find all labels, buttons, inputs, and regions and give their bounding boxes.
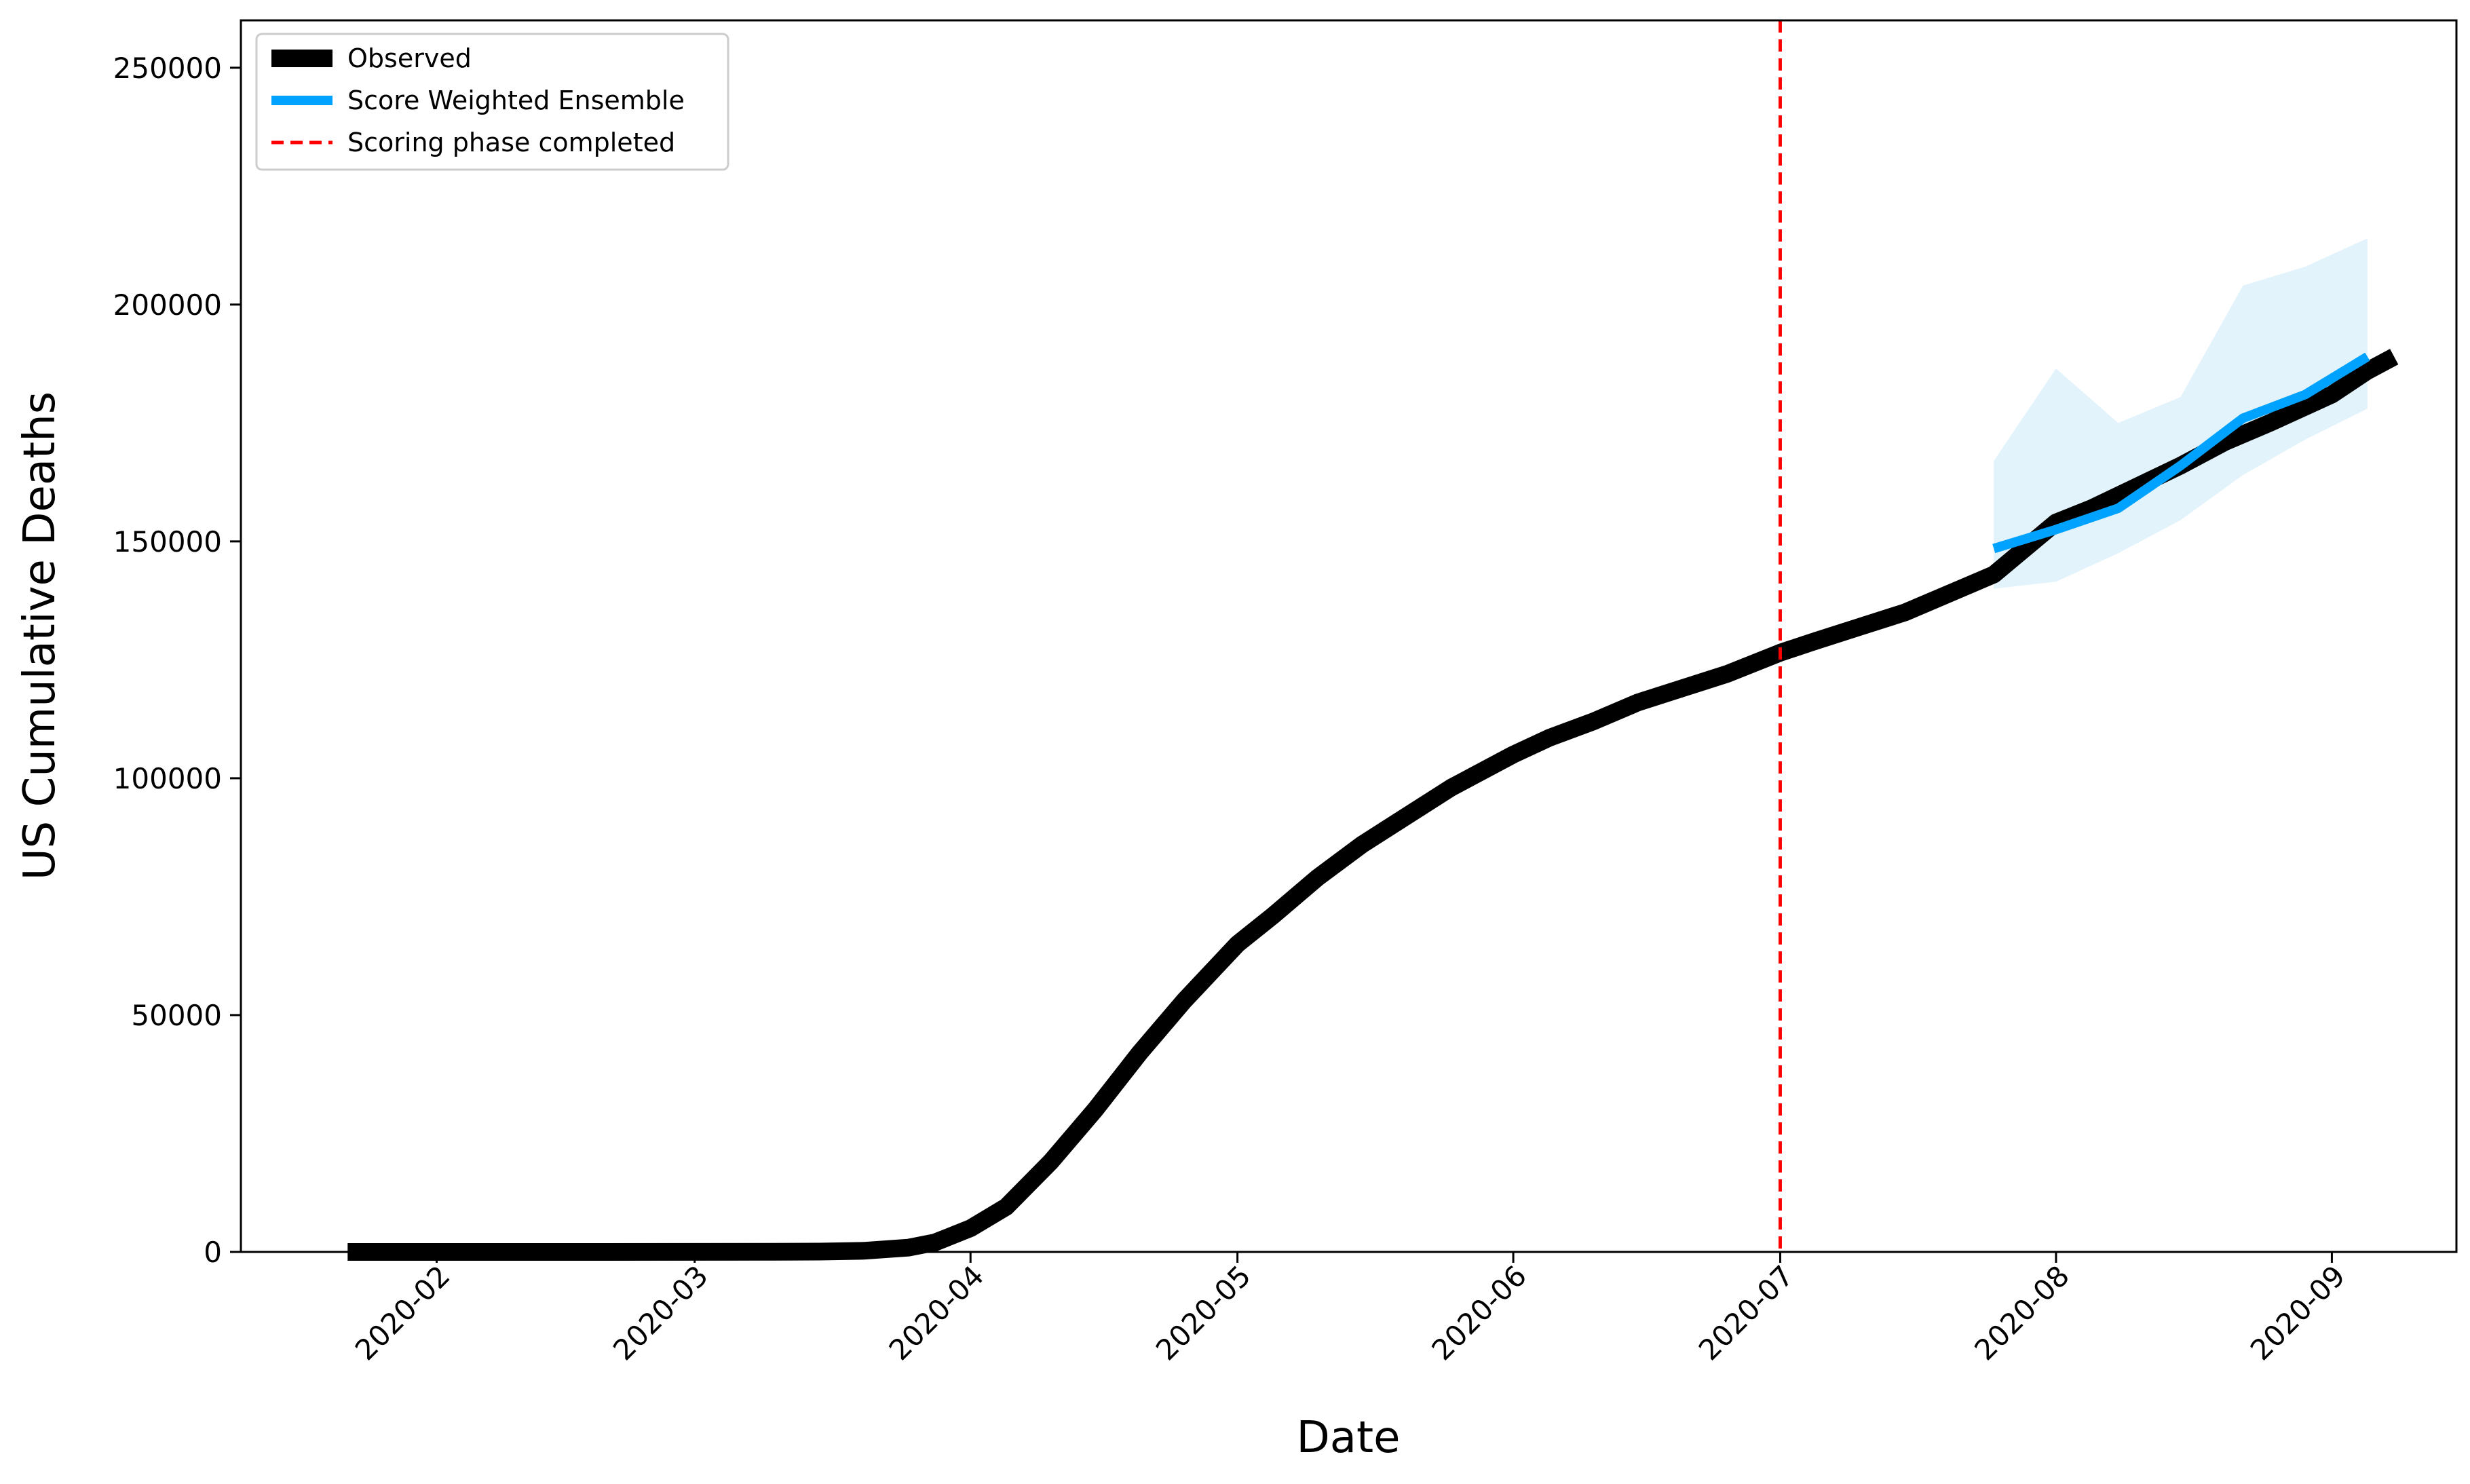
legend-label-ensemble: Score Weighted Ensemble <box>347 85 685 115</box>
plot-background <box>241 20 2456 1252</box>
observed-line <box>347 349 2399 1261</box>
ensemble-line <box>1992 352 2370 554</box>
x-tick-label: 2020-06 <box>1425 1259 1533 1367</box>
y-tick-label: 0 <box>204 1236 222 1269</box>
ensemble-series-layer <box>1992 352 2370 554</box>
x-tick-label: 2020-03 <box>607 1259 715 1367</box>
observed-series-layer <box>347 349 2399 1261</box>
x-axis-title: Date <box>1297 1413 1401 1463</box>
legend-box <box>255 33 729 171</box>
y-tick-label: 100000 <box>113 762 222 795</box>
plot-frame <box>240 19 2458 1253</box>
x-tick-label: 2020-07 <box>1692 1259 1800 1367</box>
y-tick-label: 250000 <box>113 52 222 85</box>
y-tick-label: 200000 <box>113 288 222 322</box>
legend-label-observed: Observed <box>347 43 472 73</box>
legend-label-vline: Scoring phase completed <box>347 128 675 157</box>
x-tick-label: 2020-02 <box>349 1259 457 1367</box>
x-tick-label: 2020-08 <box>1968 1259 2076 1367</box>
x-tick-label: 2020-09 <box>2244 1259 2352 1367</box>
y-tick-label: 50000 <box>131 999 222 1032</box>
y-tick-label: 150000 <box>113 525 222 558</box>
x-axis-ticks: 2020-02 2020-03 2020-04 2020-05 2020-06 2020-… <box>349 1252 2352 1367</box>
y-axis-title: US Cumulative Deaths <box>15 392 65 880</box>
y-axis-ticks: 0 50000 100000 150000 200000 250000 <box>113 52 241 1269</box>
x-tick-label: 2020-04 <box>883 1259 991 1367</box>
x-tick-label: 2020-05 <box>1150 1259 1257 1367</box>
legend: Observed Score Weighted Ensemble Scoring… <box>255 33 729 171</box>
